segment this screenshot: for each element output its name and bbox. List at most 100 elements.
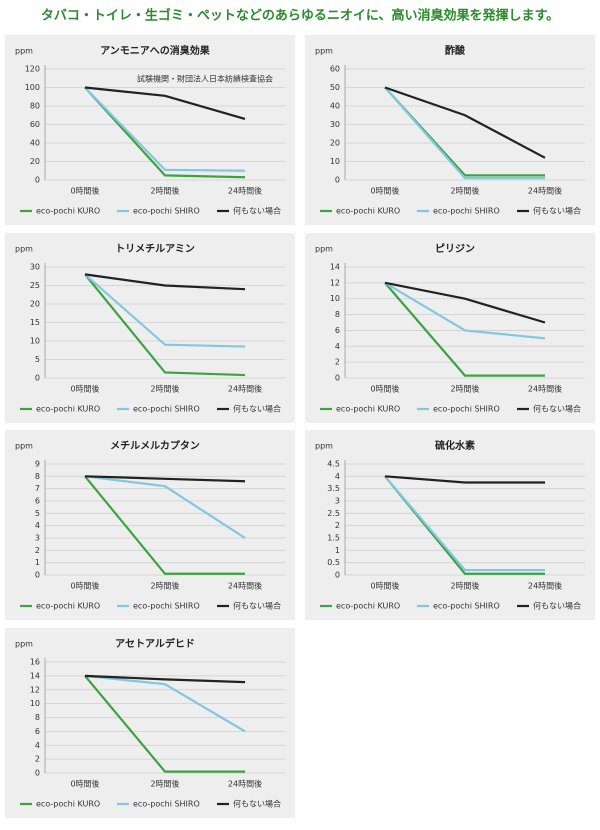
y-tick-label: 5 — [35, 355, 40, 364]
data-line — [84, 86, 246, 121]
y-tick-label: 0 — [35, 571, 40, 580]
legend-label: eco-pochi KURO — [36, 800, 100, 809]
y-axis-label: ppm — [315, 442, 333, 451]
y-tick-label: 6 — [35, 727, 40, 736]
y-tick-label: 14 — [30, 671, 40, 680]
chart-panel: 酢酸 ppm 0 10 20 30 40 50 60 0時間後 2時間後 24時間後 eco-pochi… — [305, 35, 595, 225]
y-tick-label: 16 — [30, 658, 40, 667]
y-tick-label: 12 — [330, 278, 340, 287]
data-line — [84, 86, 246, 179]
data-line — [84, 475, 246, 483]
y-tick-label: 50 — [330, 83, 340, 92]
data-line — [84, 273, 246, 291]
data-line — [84, 475, 245, 575]
data-line — [384, 475, 545, 572]
chart-panel: ピリジン ppm 0 2 4 6 8 10 12 14 0時間後 2時間後 24時間後 eco-pochi… — [305, 233, 595, 423]
y-tick-label: 7 — [35, 484, 40, 493]
y-tick-label: 0 — [35, 769, 40, 778]
panel-background — [305, 35, 595, 225]
y-tick-label: 3 — [335, 497, 340, 506]
data-line — [384, 281, 546, 340]
chart-title: アセトアルデヒド — [115, 637, 195, 650]
y-tick-label: 10 — [30, 337, 40, 346]
data-line — [84, 273, 246, 348]
y-tick-label: 100 — [25, 83, 40, 92]
legend-label: 何もない場合 — [533, 404, 581, 414]
y-tick-label: 0 — [335, 176, 340, 185]
data-line — [84, 475, 246, 539]
y-tick-label: 80 — [30, 102, 40, 111]
x-tick-label: 2時間後 — [150, 779, 179, 789]
y-tick-label: 40 — [30, 139, 40, 148]
data-line — [384, 475, 545, 484]
x-tick-label: 2時間後 — [450, 384, 479, 394]
panel-background — [5, 628, 295, 818]
legend-label: eco-pochi KURO — [336, 405, 400, 414]
x-tick-label: 2時間後 — [150, 384, 179, 394]
data-line — [384, 86, 545, 180]
x-tick-label: 0時間後 — [70, 581, 99, 591]
legend-label: eco-pochi SHIRO — [433, 207, 500, 216]
y-tick-label: 4 — [35, 521, 40, 530]
y-tick-label: 9 — [35, 460, 40, 469]
y-tick-label: 60 — [330, 65, 340, 74]
annotation: 試験機関・財団法人日本紡績検査協会 — [137, 74, 273, 84]
legend-label: eco-pochi SHIRO — [133, 800, 200, 809]
data-line — [84, 674, 246, 684]
x-tick-label: 2時間後 — [150, 186, 179, 196]
y-tick-label: 20 — [330, 139, 340, 148]
y-tick-label: 4 — [335, 342, 340, 351]
y-tick-label: 1 — [35, 558, 40, 567]
legend-label: eco-pochi SHIRO — [133, 405, 200, 414]
x-tick-label: 0時間後 — [70, 186, 99, 196]
y-axis-label: ppm — [15, 640, 33, 649]
y-tick-label: 6 — [335, 326, 340, 335]
y-tick-label: 1 — [335, 546, 340, 555]
chart-title: メチルメルカプタン — [110, 439, 200, 452]
y-tick-label: 60 — [30, 120, 40, 129]
legend-label: eco-pochi SHIRO — [133, 207, 200, 216]
y-tick-label: 8 — [335, 310, 340, 319]
y-tick-label: 4 — [35, 741, 40, 750]
x-tick-label: 24時間後 — [228, 186, 262, 196]
data-line — [84, 86, 246, 172]
y-tick-label: 1.5 — [327, 534, 340, 543]
y-tick-label: 20 — [30, 300, 40, 309]
y-tick-label: 4 — [335, 472, 340, 481]
legend-label: eco-pochi KURO — [36, 602, 100, 611]
chart-title: 硫化水素 — [435, 439, 475, 452]
y-tick-label: 6 — [35, 497, 40, 506]
legend-label: eco-pochi SHIRO — [133, 602, 200, 611]
x-tick-label: 2時間後 — [450, 581, 479, 591]
y-tick-label: 2 — [35, 755, 40, 764]
legend-label: eco-pochi KURO — [336, 207, 400, 216]
chart-panel: メチルメルカプタン ppm 0 1 2 3 4 5 6 7 8 9 0時間後 2時間後 24時間後 eco-p… — [5, 430, 295, 620]
y-tick-label: 14 — [330, 263, 340, 272]
legend-label: 何もない場合 — [233, 799, 281, 809]
legend-label: eco-pochi KURO — [36, 405, 100, 414]
y-tick-label: 30 — [30, 263, 40, 272]
chart-title: ピリジン — [435, 243, 475, 255]
x-tick-label: 0時間後 — [370, 186, 399, 196]
panel-background — [5, 430, 295, 620]
legend-label: eco-pochi KURO — [336, 602, 400, 611]
y-tick-label: 10 — [330, 294, 340, 303]
y-tick-label: 12 — [30, 685, 40, 694]
chart-panel: アセトアルデヒド ppm 0 2 4 6 8 10 12 14 16 0時間後 2時間後 24時間後 eco… — [5, 628, 295, 818]
x-tick-label: 24時間後 — [528, 384, 562, 394]
data-line — [84, 273, 246, 377]
legend-label: 何もない場合 — [533, 601, 581, 611]
legend-label: 何もない場合 — [233, 601, 281, 611]
y-tick-label: 5 — [35, 509, 40, 518]
legend-label: 何もない場合 — [233, 404, 281, 414]
chart-title: 酢酸 — [445, 44, 466, 57]
y-tick-label: 0.5 — [327, 558, 340, 567]
legend-label: eco-pochi SHIRO — [433, 602, 500, 611]
chart-panel: 硫化水素 ppm 0 0.5 1 1.5 2 2.5 3 3.5 4 4.5 0時間後 2時間後 24時間後… — [305, 430, 595, 620]
y-tick-label: 10 — [30, 699, 40, 708]
x-tick-label: 0時間後 — [70, 384, 99, 394]
y-tick-label: 2 — [335, 358, 340, 367]
y-tick-label: 8 — [35, 713, 40, 722]
x-tick-label: 2時間後 — [450, 186, 479, 196]
y-axis-label: ppm — [315, 47, 333, 56]
